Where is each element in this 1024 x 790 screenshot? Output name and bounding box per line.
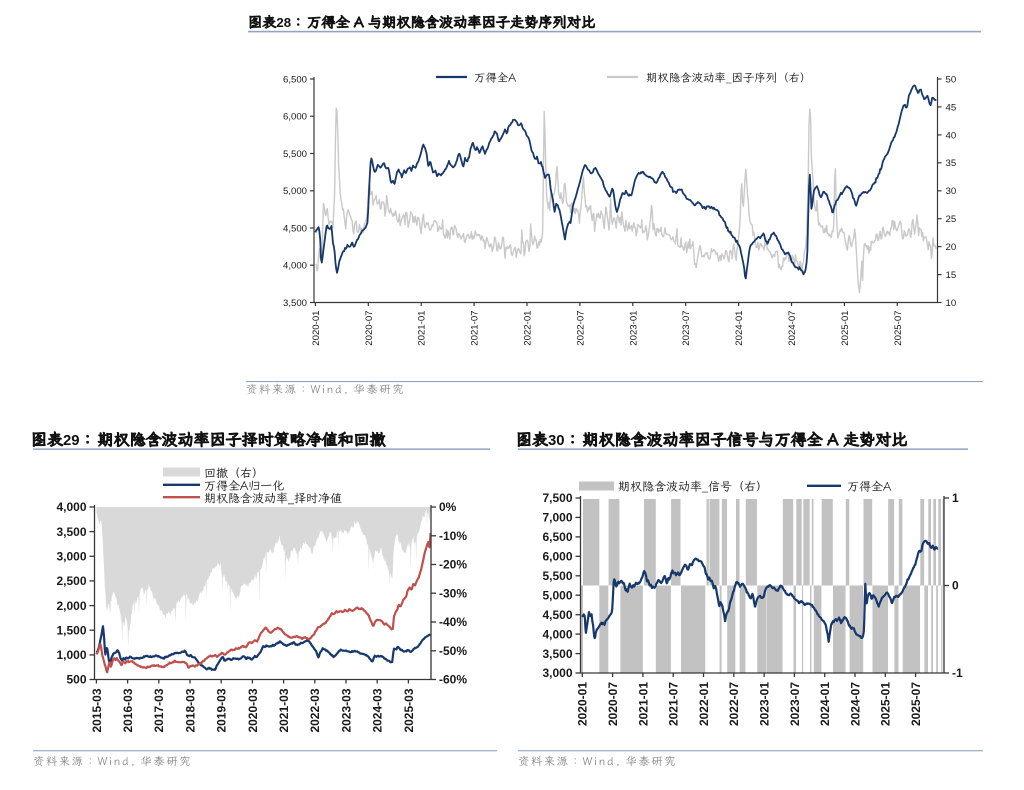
svg-text:2024-03: 2024-03 <box>371 688 385 732</box>
svg-text:-50%: -50% <box>439 644 467 658</box>
svg-text:-60%: -60% <box>439 673 467 687</box>
svg-text:4,000: 4,000 <box>542 627 572 641</box>
svg-text:2020-01: 2020-01 <box>576 682 590 726</box>
svg-text:2,500: 2,500 <box>56 574 86 588</box>
svg-text:35: 35 <box>946 158 957 169</box>
svg-text:2025-07: 2025-07 <box>893 311 904 346</box>
svg-text:50: 50 <box>946 74 957 85</box>
svg-text:2015-03: 2015-03 <box>90 688 104 732</box>
svg-text:2022-03: 2022-03 <box>308 688 322 732</box>
svg-text:15: 15 <box>946 270 957 281</box>
svg-text:30: 30 <box>946 186 957 197</box>
svg-text:40: 40 <box>946 130 957 141</box>
svg-text:2020-07: 2020-07 <box>364 311 375 346</box>
svg-text:28: 28 <box>276 15 291 30</box>
svg-text:-20%: -20% <box>439 558 467 572</box>
svg-text:10: 10 <box>946 298 957 309</box>
svg-text:2025-07: 2025-07 <box>909 682 923 726</box>
svg-text:-1: -1 <box>952 666 963 680</box>
svg-text:6,000: 6,000 <box>283 112 307 123</box>
svg-text:2023-07: 2023-07 <box>788 682 802 726</box>
svg-text:2021-01: 2021-01 <box>417 311 428 346</box>
svg-text:1: 1 <box>952 491 959 505</box>
svg-text:2022-07: 2022-07 <box>727 682 741 726</box>
svg-text:2020-07: 2020-07 <box>606 682 620 726</box>
svg-text:2016-03: 2016-03 <box>121 688 135 732</box>
svg-text:25: 25 <box>946 214 957 225</box>
svg-text:30: 30 <box>548 433 565 449</box>
svg-text:4,500: 4,500 <box>542 608 572 622</box>
svg-text:2020-01: 2020-01 <box>311 311 322 346</box>
svg-text:4,000: 4,000 <box>283 261 307 272</box>
svg-text:29: 29 <box>63 433 80 449</box>
svg-text:0: 0 <box>952 579 959 593</box>
svg-text:-30%: -30% <box>439 587 467 601</box>
svg-text:2024-01: 2024-01 <box>818 682 832 726</box>
svg-text:500: 500 <box>66 673 86 687</box>
svg-text:6,500: 6,500 <box>283 74 307 85</box>
svg-text:2022-07: 2022-07 <box>575 311 586 346</box>
svg-text:3,000: 3,000 <box>56 550 86 564</box>
svg-text:5,500: 5,500 <box>283 149 307 160</box>
svg-text:7,000: 7,000 <box>542 511 572 525</box>
svg-text:2025-01: 2025-01 <box>879 682 893 726</box>
svg-text:2017-03: 2017-03 <box>152 688 166 732</box>
svg-text:2023-07: 2023-07 <box>681 311 692 346</box>
svg-text:5,000: 5,000 <box>542 588 572 602</box>
svg-text:6,500: 6,500 <box>542 530 572 544</box>
svg-text:2021-01: 2021-01 <box>636 682 650 726</box>
svg-text:2,000: 2,000 <box>56 599 86 613</box>
svg-text:2018-03: 2018-03 <box>183 688 197 732</box>
svg-text:1,500: 1,500 <box>56 623 86 637</box>
svg-text:2022-01: 2022-01 <box>697 682 711 726</box>
svg-text:4,500: 4,500 <box>283 223 307 234</box>
svg-text:6,000: 6,000 <box>542 550 572 564</box>
svg-text:-10%: -10% <box>439 529 467 543</box>
svg-text:2025-03: 2025-03 <box>402 688 416 732</box>
svg-text:2023-01: 2023-01 <box>628 311 639 346</box>
svg-text:2022-01: 2022-01 <box>523 311 534 346</box>
svg-text:-40%: -40% <box>439 615 467 629</box>
svg-text:45: 45 <box>946 102 957 113</box>
svg-text:2021-07: 2021-07 <box>470 311 481 346</box>
svg-text:7,500: 7,500 <box>542 491 572 505</box>
svg-text:2021-07: 2021-07 <box>667 682 681 726</box>
svg-text:4,000: 4,000 <box>56 500 86 514</box>
svg-text:3,000: 3,000 <box>542 666 572 680</box>
svg-text:2025-01: 2025-01 <box>840 311 851 346</box>
svg-text:2023-01: 2023-01 <box>758 682 772 726</box>
svg-text:2020-03: 2020-03 <box>246 688 260 732</box>
svg-text:2021-03: 2021-03 <box>277 688 291 732</box>
svg-text:3,500: 3,500 <box>283 298 307 309</box>
svg-text:3,500: 3,500 <box>542 647 572 661</box>
svg-text:1,000: 1,000 <box>56 648 86 662</box>
svg-text:3,500: 3,500 <box>56 525 86 539</box>
svg-text:2024-01: 2024-01 <box>734 311 745 346</box>
svg-text:5,000: 5,000 <box>283 186 307 197</box>
svg-text:2024-07: 2024-07 <box>787 311 798 346</box>
svg-text:2024-07: 2024-07 <box>848 682 862 726</box>
svg-text:2023-03: 2023-03 <box>339 688 353 732</box>
svg-text:20: 20 <box>946 242 957 253</box>
svg-text:2019-03: 2019-03 <box>215 688 229 732</box>
svg-text:0%: 0% <box>439 500 457 514</box>
svg-text:5,500: 5,500 <box>542 569 572 583</box>
